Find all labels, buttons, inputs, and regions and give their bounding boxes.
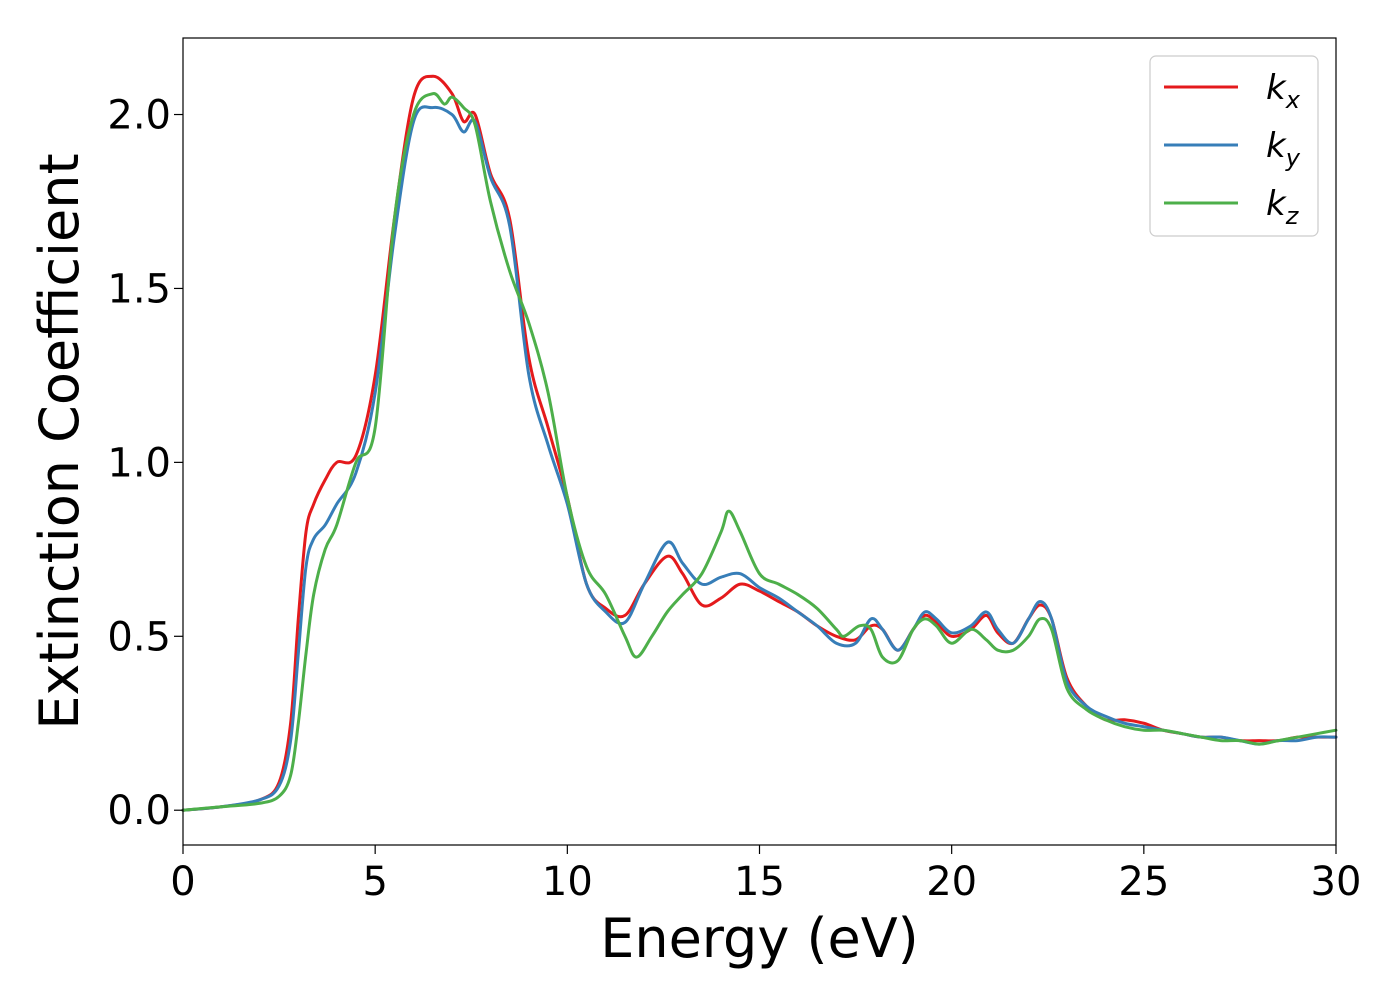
y-tick-label: 2.0 — [107, 93, 171, 139]
y-tick-label: 1.0 — [107, 440, 171, 486]
y-tick-label: 0.5 — [107, 614, 171, 660]
y-tick-label: 1.5 — [107, 266, 171, 312]
legend-label-z: kz — [1266, 184, 1300, 230]
x-tick-label: 20 — [926, 859, 977, 905]
series-layer — [181, 74, 1338, 812]
series-line-y — [181, 105, 1338, 812]
legend-label-y: ky — [1266, 126, 1301, 172]
x-tick-label: 15 — [734, 859, 785, 905]
series-line-z — [181, 92, 1338, 812]
x-tick-label: 0 — [170, 859, 195, 905]
legend: kx ky kz — [1149, 55, 1319, 237]
x-tick-label: 30 — [1311, 859, 1362, 905]
y-axis-label: Extinction Coefficient — [28, 153, 91, 729]
x-tick-label: 25 — [1118, 859, 1169, 905]
y-tick-label: 0.0 — [107, 788, 171, 834]
x-ticks: 0 5 10 15 20 25 30 — [170, 845, 1361, 905]
x-axis-label: Energy (eV) — [600, 907, 919, 970]
y-ticks: 0.0 0.5 1.0 1.5 2.0 — [107, 93, 183, 834]
x-tick-label: 5 — [362, 859, 387, 905]
legend-label-x: kx — [1266, 68, 1301, 114]
x-tick-label: 10 — [542, 859, 593, 905]
